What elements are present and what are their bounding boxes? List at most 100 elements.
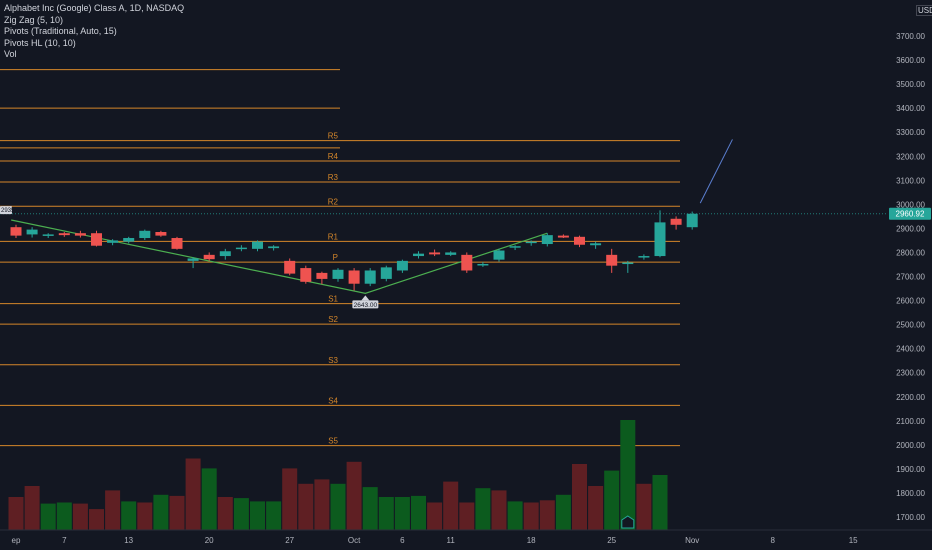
candle-body bbox=[268, 246, 280, 249]
candle-body bbox=[10, 227, 22, 236]
price-tick-label: 2600.00 bbox=[896, 297, 925, 306]
candle-body bbox=[622, 262, 634, 265]
candle-body bbox=[219, 251, 231, 257]
volume-bar bbox=[8, 497, 24, 530]
candle-body bbox=[26, 229, 38, 235]
volume-bar bbox=[121, 501, 137, 530]
time-tick-label: 15 bbox=[849, 536, 858, 545]
legend-title: Alphabet Inc (Google) Class A, 1D, NASDA… bbox=[4, 3, 185, 13]
volume-bar bbox=[217, 497, 233, 530]
candle-body bbox=[541, 235, 553, 245]
time-tick-label: 25 bbox=[607, 536, 616, 545]
pivot-level-label-s1: S1 bbox=[328, 295, 338, 304]
candle-body bbox=[557, 235, 569, 238]
volume-bar bbox=[137, 502, 153, 530]
time-tick-label: 27 bbox=[285, 536, 294, 545]
candle-body bbox=[316, 272, 328, 279]
volume-bar bbox=[282, 468, 298, 530]
candle-body bbox=[284, 260, 296, 274]
volume-bar bbox=[105, 490, 121, 530]
price-tick-label: 3700.00 bbox=[896, 32, 925, 41]
volume-bar bbox=[89, 509, 104, 530]
volume-bar bbox=[346, 461, 362, 530]
pivot-level-label-r4: R4 bbox=[328, 152, 339, 161]
volume-bar bbox=[507, 501, 523, 530]
candle-body bbox=[525, 241, 537, 244]
pivot-high-label: 2935 bbox=[1, 208, 15, 214]
pivot-level-label-s4: S4 bbox=[328, 396, 338, 405]
volume-bar bbox=[427, 502, 443, 530]
volume-bar bbox=[411, 495, 426, 530]
currency-badge[interactable]: USD bbox=[916, 5, 932, 16]
legend-pivots-hl[interactable]: Pivots HL (10, 10) bbox=[4, 37, 76, 48]
candle-body bbox=[58, 233, 70, 236]
time-tick-label: 7 bbox=[62, 536, 67, 545]
price-tick-label: 1800.00 bbox=[896, 489, 925, 498]
volume-bar bbox=[394, 497, 410, 530]
pivot-low-arrow bbox=[361, 295, 370, 301]
candle-body bbox=[300, 268, 312, 282]
price-tick-label: 3100.00 bbox=[896, 176, 925, 185]
candle-body bbox=[364, 270, 376, 284]
price-axis bbox=[888, 0, 932, 550]
legend-pivots-traditional[interactable]: Pivots (Traditional, Auto, 15) bbox=[4, 26, 117, 37]
time-tick-label: ep bbox=[12, 536, 21, 545]
time-tick-label: 6 bbox=[400, 536, 405, 545]
legend-volume[interactable]: Vol bbox=[4, 49, 17, 60]
price-tick-label: 3500.00 bbox=[896, 80, 925, 89]
volume-bar bbox=[250, 501, 265, 530]
time-tick-label: 20 bbox=[205, 536, 214, 545]
candle-body bbox=[413, 253, 424, 257]
last-price-badge bbox=[889, 207, 931, 220]
volume-bar bbox=[314, 479, 330, 530]
candle-body bbox=[203, 254, 215, 260]
volume-bar bbox=[523, 502, 539, 530]
volume-bar bbox=[72, 503, 88, 530]
volume-bar bbox=[555, 494, 571, 530]
last-price-badge-label: 2960.92 bbox=[896, 210, 925, 219]
volume-bar bbox=[153, 494, 169, 530]
candle-body bbox=[380, 267, 392, 279]
volume-bar bbox=[572, 464, 587, 530]
price-tick-label: 2200.00 bbox=[896, 393, 925, 402]
volume-bar bbox=[475, 488, 491, 530]
price-tick-label: 3400.00 bbox=[896, 104, 925, 113]
volume-bar bbox=[362, 487, 378, 530]
pivot-level-label-s2: S2 bbox=[328, 315, 338, 324]
price-tick-label: 2900.00 bbox=[896, 224, 925, 233]
price-tick-label: 2100.00 bbox=[896, 417, 925, 426]
candle-body bbox=[445, 252, 457, 255]
price-tick-label: 3600.00 bbox=[896, 56, 925, 65]
volume-bar bbox=[378, 497, 394, 530]
pivot-level-label-p: P bbox=[333, 253, 338, 262]
candle-body bbox=[461, 254, 473, 271]
pivot-level-label-s5: S5 bbox=[328, 437, 338, 446]
volume-bar bbox=[40, 503, 56, 530]
pivot-level-label-r3: R3 bbox=[328, 173, 339, 182]
candle-body bbox=[187, 258, 199, 261]
pivot-level-label-r2: R2 bbox=[328, 197, 339, 206]
price-tick-label: 2000.00 bbox=[896, 441, 925, 450]
legend-zigzag[interactable]: Zig Zag (5, 10) bbox=[4, 14, 64, 25]
pivot-level-label-r5: R5 bbox=[328, 132, 339, 141]
price-tick-label: 2800.00 bbox=[896, 248, 925, 257]
candle-body bbox=[670, 218, 682, 225]
candle-body bbox=[606, 254, 618, 266]
volume-bar bbox=[266, 501, 282, 530]
candle-body bbox=[429, 252, 441, 255]
time-tick-label: Nov bbox=[685, 536, 699, 545]
price-tick-label: 2700.00 bbox=[896, 273, 925, 282]
volume-bar bbox=[56, 502, 72, 530]
candle-body bbox=[574, 236, 585, 245]
pivot-low-label: 2643.00 bbox=[354, 302, 378, 309]
candle-body bbox=[235, 247, 247, 250]
volume-bar bbox=[233, 498, 249, 530]
candle-body bbox=[348, 270, 360, 284]
zigzag-line bbox=[11, 219, 548, 294]
candle-body bbox=[155, 232, 167, 236]
price-tick-label: 1700.00 bbox=[896, 513, 925, 522]
volume-bar bbox=[24, 486, 40, 530]
candle-body bbox=[590, 243, 602, 246]
